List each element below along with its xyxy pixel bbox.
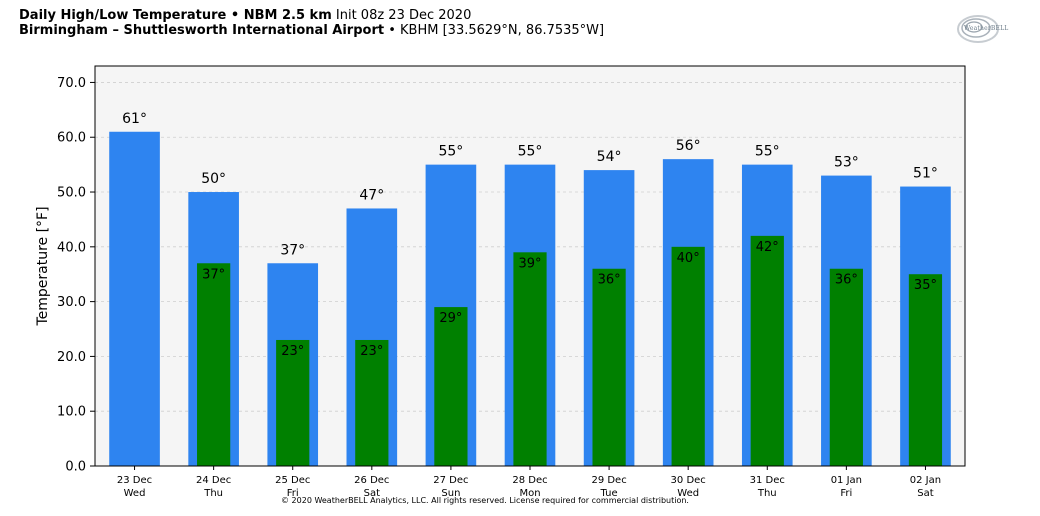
low-label: 36° [598,273,621,288]
low-bar [750,235,784,466]
low-bar [829,268,863,466]
location-line: Birmingham – Shuttlesworth International… [19,23,604,38]
high-label: 51° [913,166,938,182]
low-label: 29° [439,311,462,326]
logo-swirl-icon [957,15,999,43]
low-label: 37° [202,267,225,282]
x-tick-weekday: Thu [203,488,223,499]
high-label: 53° [834,155,859,171]
y-axis-label: Temperature [°F] [35,206,51,326]
x-tick-date: 24 Dec [196,475,231,486]
x-tick-date: 23 Dec [117,475,152,486]
high-bar [109,131,160,466]
low-label: 39° [518,256,541,271]
x-tick-date: 01 Jan [831,475,862,486]
init-time: Init 08z 23 Dec 2020 [335,8,472,23]
x-tick-weekday: Fri [287,488,299,499]
x-tick-weekday: Mon [519,488,540,499]
x-tick-weekday: Sat [364,488,380,499]
high-label: 56° [676,138,701,154]
x-tick-date: 02 Jan [910,475,941,486]
high-label: 37° [280,242,305,258]
y-tick-label: 0.0 [65,460,86,475]
low-label: 42° [756,240,779,255]
x-tick-weekday: Sun [441,488,460,499]
low-bar [276,339,310,466]
high-label: 55° [518,144,543,160]
y-tick-label: 20.0 [57,350,86,365]
x-tick-weekday: Sat [917,488,933,499]
low-label: 40° [677,251,700,266]
x-tick-weekday: Thu [757,488,777,499]
x-tick-weekday: Tue [600,488,618,499]
x-tick-weekday: Wed [677,488,699,499]
location-name: Birmingham – Shuttlesworth International… [19,23,385,38]
high-label: 54° [597,149,622,165]
x-tick-date: 28 Dec [512,475,547,486]
location-detail: • KBHM [33.5629°N, 86.7535°W] [388,23,605,38]
y-tick-label: 60.0 [57,131,86,146]
low-bar [908,274,943,466]
y-tick-label: 70.0 [57,76,86,91]
low-label: 23° [281,344,304,359]
copyright-notice: © 2020 WeatherBELL Analytics, LLC. All r… [281,496,689,505]
high-label: 50° [201,171,226,187]
low-label: 35° [914,278,937,293]
low-bar [434,307,468,466]
x-tick-date: 29 Dec [591,475,626,486]
logo-text: WeatherBELL [964,25,1009,32]
low-bar [197,263,231,466]
weatherbell-swirl-logo-icon: WeatherBELL [956,13,1018,45]
x-tick-date: 31 Dec [750,475,785,486]
chart-title: Daily High/Low Temperature • NBM 2.5 km [19,8,332,23]
low-bar [513,252,547,466]
x-tick-date: 25 Dec [275,475,310,486]
low-bar [671,246,705,466]
low-label: 23° [360,344,383,359]
plot-frame [94,65,966,467]
chart-header: Daily High/Low Temperature • NBM 2.5 km … [19,8,604,38]
y-tick-label: 10.0 [57,405,86,420]
low-label: 36° [835,273,858,288]
x-tick-weekday: Fri [840,488,852,499]
high-label: 61° [122,111,147,127]
y-tick-label: 40.0 [57,240,86,255]
x-tick-date: 26 Dec [354,475,389,486]
title-line: Daily High/Low Temperature • NBM 2.5 km … [19,8,604,23]
low-bar [592,268,626,466]
x-tick-date: 27 Dec [433,475,468,486]
y-tick-label: 50.0 [57,186,86,201]
x-tick-weekday: Wed [124,488,146,499]
low-bar [355,339,389,466]
high-label: 47° [359,187,384,203]
high-label: 55° [438,144,463,160]
high-label: 55° [755,144,780,160]
y-tick-label: 30.0 [57,295,86,310]
x-tick-date: 30 Dec [671,475,706,486]
